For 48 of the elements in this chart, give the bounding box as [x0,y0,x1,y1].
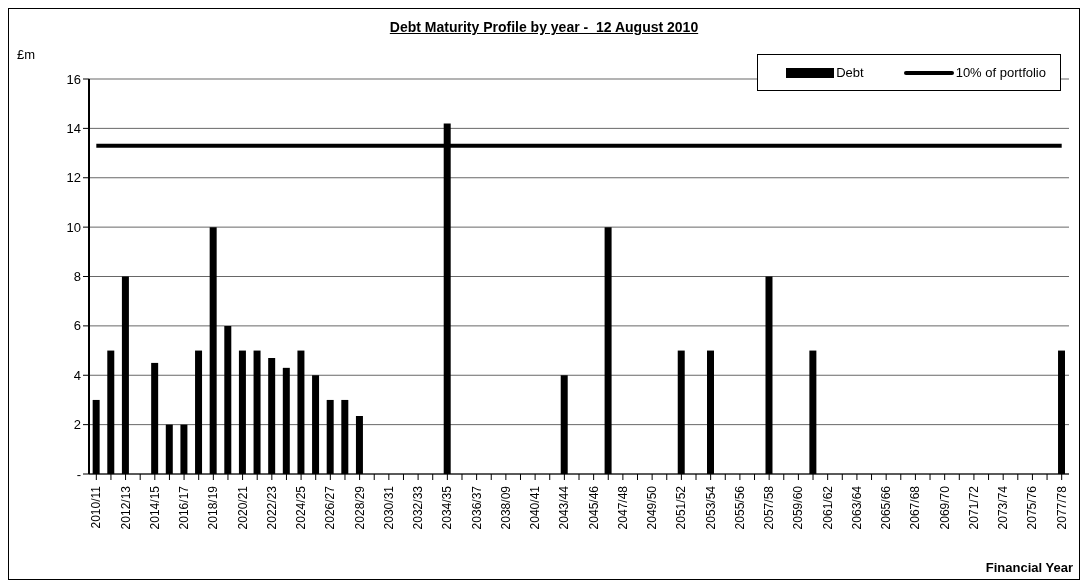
y-tick-label: 12 [66,170,81,186]
x-tick-label: 2010/11 [89,485,104,529]
x-tick-label: 2036/37 [469,485,484,530]
x-tick-label: 2024/25 [294,485,309,530]
y-axis-title: £m [17,47,36,62]
x-tick-label: 2063/64 [849,485,864,530]
x-tick-label: 2071/72 [966,485,981,530]
x-tick-label: 2012/13 [118,485,133,530]
x-tick-label: 2026/27 [323,485,338,530]
y-tick-label: 2 [73,417,81,433]
y-tick-label: 10 [66,219,81,235]
x-tick-label: 2049/50 [645,485,660,530]
x-tick-label: 2077/78 [1054,485,1069,530]
x-tick-label: 2016/17 [177,485,192,530]
y-tick-label: 6 [73,318,81,334]
x-tick-label: 2055/56 [732,485,747,530]
x-tick-label: 2038/09 [498,485,513,530]
legend-label: 10% of portfolio [955,65,1046,80]
x-tick-label: 2075/76 [1025,485,1040,530]
x-tick-label: 2032/33 [411,485,426,530]
x-tick-label: 2014/15 [147,485,162,530]
legend-label: Debt [836,65,864,80]
x-tick-label: 2040/41 [528,485,543,530]
x-tick-label: 2065/66 [879,485,894,530]
y-tick-label: - [76,466,81,482]
x-tick-label: 2061/62 [820,485,835,530]
y-tick-label: 14 [66,120,81,136]
x-tick-label: 2043/44 [557,485,572,530]
x-tick-label: 2069/70 [937,485,952,530]
x-tick-label: 2020/21 [235,485,250,530]
y-tick-label: 16 [66,71,81,87]
y-tick-label: 4 [73,367,81,383]
chart-title: Debt Maturity Profile by year - 12 August 2010 [388,19,700,35]
x-tick-label: 2047/48 [615,485,630,530]
x-tick-label: 2045/46 [586,485,601,530]
x-tick-label: 2030/31 [381,485,396,530]
x-tick-label: 2034/35 [440,485,455,530]
x-tick-label: 2022/23 [264,485,279,530]
x-tick-label: 2028/29 [352,485,367,530]
x-tick-label: 2073/74 [996,485,1011,530]
x-axis-title: Financial Year [985,560,1073,575]
y-tick-label: 8 [73,269,81,285]
x-tick-label: 2057/58 [762,485,777,530]
x-tick-label: 2053/54 [703,485,718,530]
x-tick-label: 2067/68 [908,485,923,530]
x-tick-label: 2018/19 [206,485,221,530]
x-tick-label: 2051/52 [674,485,689,530]
x-tick-label: 2059/60 [791,485,806,530]
